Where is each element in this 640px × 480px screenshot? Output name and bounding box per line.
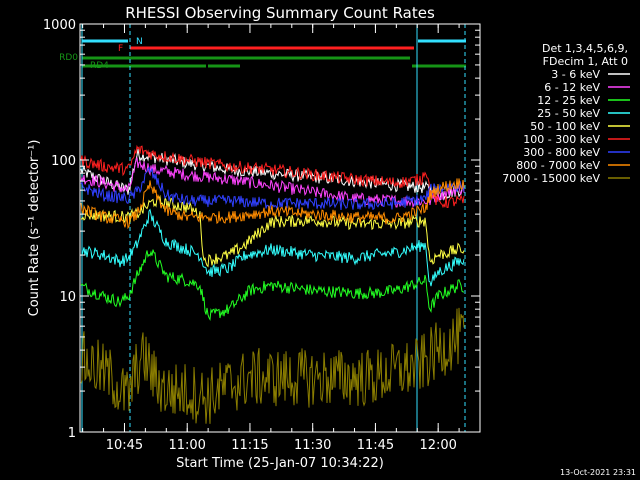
data-series — [80, 144, 465, 424]
x-tick-label: 11:00 — [168, 438, 205, 453]
series-line-800-7000-kev — [80, 178, 465, 230]
plot-frame — [79, 23, 481, 433]
timestamp-label: 13-Oct-2021 23:31 — [560, 468, 636, 477]
x-tick-label: 10:45 — [106, 438, 143, 453]
flag-label-n: N — [136, 37, 143, 47]
flag-label-rd0: RD0 — [59, 53, 78, 63]
x-axis-label: Start Time (25-Jan-07 10:34:22) — [176, 456, 384, 471]
series-line-25-50-kev — [80, 208, 465, 287]
y-axis-label: Count Rate (s⁻¹ detector⁻¹) — [27, 140, 42, 317]
legend-header: Det 1,3,4,5,6,9, — [542, 42, 628, 55]
legend-header: FDecim 1, Att 0 — [543, 55, 628, 68]
legend-label: 100 - 300 keV — [523, 133, 600, 146]
legend-label: 800 - 7000 keV — [516, 159, 600, 172]
axes: 1 10 100 1000 10:45 11:00 11:15 11:30 11:45 12:00 — [43, 18, 481, 453]
series-line-6-12-kev — [80, 157, 465, 209]
legend-label: 3 - 6 keV — [551, 68, 600, 81]
y-tick-label: 100 — [51, 154, 76, 169]
legend-label: 7000 - 15000 keV — [502, 172, 600, 185]
legend-label: 300 - 800 keV — [523, 146, 600, 159]
x-tick-label: 11:45 — [357, 438, 394, 453]
series-line-7000-15000-kev — [80, 307, 465, 424]
series-line-12-25-kev — [80, 249, 465, 321]
flag-bars: N F RD0 RD4 — [59, 24, 466, 432]
flag-label-rd4: RD4 — [90, 61, 109, 71]
chart-title: RHESSI Observing Summary Count Rates — [125, 4, 435, 22]
y-tick-label: 1 — [68, 426, 76, 441]
x-tick-label: 11:15 — [231, 438, 268, 453]
y-tick-label: 1000 — [43, 18, 76, 33]
series-line-100-300-kev — [80, 144, 465, 209]
legend-label: 50 - 100 keV — [530, 120, 600, 133]
x-tick-label: 11:30 — [294, 438, 331, 453]
flag-label-f: F — [118, 44, 123, 54]
legend: Det 1,3,4,5,6,9,FDecim 1, Att 03 - 6 keV… — [502, 42, 630, 185]
series-line-50-100-kev — [80, 194, 465, 268]
legend-label: 25 - 50 keV — [537, 107, 600, 120]
y-tick-label: 10 — [59, 290, 76, 305]
legend-label: 12 - 25 keV — [537, 94, 600, 107]
legend-label: 6 - 12 keV — [544, 81, 600, 94]
x-tick-label: 12:00 — [419, 438, 456, 453]
